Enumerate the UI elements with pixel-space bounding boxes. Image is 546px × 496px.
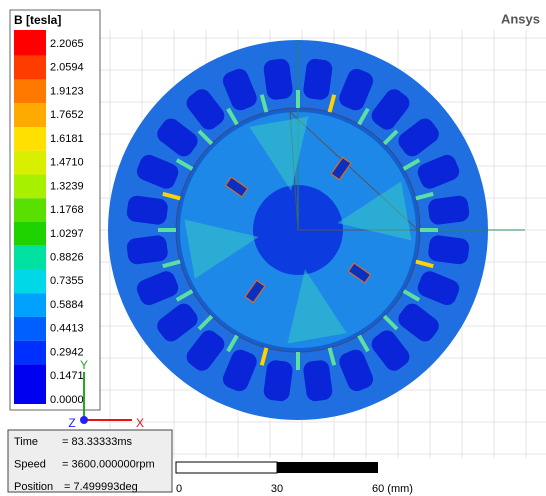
stator-tooth bbox=[296, 352, 300, 370]
legend-label: 0.2942 bbox=[50, 346, 84, 358]
legend-label: 1.4710 bbox=[50, 157, 84, 169]
info-box: Time = 83.33333ms Speed = 3600.000000rpm Pos… bbox=[8, 430, 172, 493]
legend-label: 0.7355 bbox=[50, 275, 84, 287]
stator-tooth bbox=[296, 90, 300, 108]
legend-label: 1.1768 bbox=[50, 204, 84, 216]
legend-label: 0.4413 bbox=[50, 323, 84, 335]
legend-swatch bbox=[14, 30, 46, 56]
legend-swatch bbox=[14, 198, 46, 222]
legend-label: 2.2065 bbox=[50, 38, 84, 50]
info-label: Position bbox=[14, 481, 53, 493]
legend-swatch bbox=[14, 293, 46, 317]
info-value: = 3600.000000rpm bbox=[62, 458, 155, 470]
legend-swatch bbox=[14, 341, 46, 365]
scale-segment bbox=[176, 462, 277, 473]
brand: Ansys bbox=[501, 11, 540, 26]
stator-tooth bbox=[420, 228, 438, 232]
legend-swatch bbox=[14, 80, 46, 104]
legend-label: 1.9123 bbox=[50, 85, 84, 97]
legend-swatch bbox=[14, 317, 46, 341]
info-label: Speed bbox=[14, 458, 46, 470]
legend-swatch bbox=[14, 127, 46, 151]
legend-swatch bbox=[14, 175, 46, 199]
legend-label: 1.6181 bbox=[50, 133, 84, 145]
legend-swatch bbox=[14, 103, 46, 127]
info-label: Time bbox=[14, 436, 38, 448]
legend: B [tesla] 2.2065 2.0594 1.9123 1.7652 1.6181… bbox=[10, 10, 100, 410]
legend-label: 0.0000 bbox=[50, 394, 84, 406]
legend-swatch bbox=[14, 269, 46, 293]
info-value: = 83.33333ms bbox=[62, 436, 133, 448]
legend-swatch bbox=[14, 56, 46, 80]
legend-label: 1.3239 bbox=[50, 180, 84, 192]
axis-label: X bbox=[136, 416, 144, 430]
legend-label: 0.1471 bbox=[50, 370, 84, 382]
legend-label: 1.0297 bbox=[50, 228, 84, 240]
legend-swatch bbox=[14, 246, 46, 270]
scale-segment bbox=[277, 462, 378, 473]
scale-label: 30 bbox=[271, 483, 283, 495]
legend-label: 1.7652 bbox=[50, 109, 84, 121]
info-value: = 7.499993deg bbox=[64, 481, 138, 493]
axis-label: Z bbox=[68, 416, 75, 430]
page: {"header": {"brand": "Ansys"}, "legend":… bbox=[0, 0, 546, 496]
scale-bar: 0 30 60 (mm) bbox=[176, 462, 413, 495]
stator-tooth bbox=[158, 228, 176, 232]
legend-swatch bbox=[14, 222, 46, 246]
viewport: Ansys B [tesla] 2.2065 2.0594 1.9123 1.7652… bbox=[0, 0, 546, 496]
legend-label: 0.8826 bbox=[50, 252, 84, 264]
legend-swatch bbox=[14, 151, 46, 175]
legend-label: 2.0594 bbox=[50, 62, 84, 74]
axis-label: Y bbox=[80, 358, 88, 372]
legend-title: B [tesla] bbox=[14, 13, 61, 27]
scale-label: 0 bbox=[176, 483, 182, 495]
z-axis-marker bbox=[80, 416, 88, 424]
scale-label: 60 (mm) bbox=[372, 483, 413, 495]
legend-swatch bbox=[14, 364, 46, 404]
legend-label: 0.5884 bbox=[50, 299, 84, 311]
